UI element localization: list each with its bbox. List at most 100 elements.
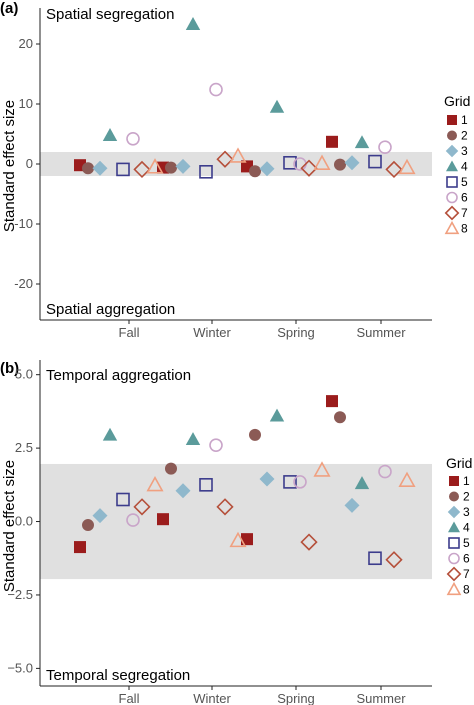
legend-key-grid-3 bbox=[445, 144, 459, 158]
y-tick-label: 20 bbox=[19, 36, 33, 51]
panel-a-top-annotation: Spatial segregation bbox=[46, 6, 174, 23]
panel-b-point-grid-5 bbox=[283, 475, 297, 489]
legend-label: 7 bbox=[461, 206, 468, 220]
panel-a-point-grid-4 bbox=[185, 17, 201, 30]
panel-b-point-grid-8 bbox=[146, 475, 164, 492]
panel-a-point-grid-2 bbox=[334, 158, 346, 171]
legend-key-grid-5 bbox=[448, 537, 460, 549]
panel-b-points bbox=[74, 395, 416, 569]
legend-key-grid-4 bbox=[448, 521, 460, 533]
panel-a-point-grid-5 bbox=[368, 154, 382, 169]
panel-b-point-grid-8 bbox=[398, 471, 416, 487]
legend-label: 8 bbox=[461, 222, 468, 236]
panel-b-x-ticks: Fall Winter Spring Summer bbox=[119, 686, 406, 705]
panel-b-bottom-annotation: Temporal segregation bbox=[46, 667, 190, 684]
panel-b-point-grid-7 bbox=[300, 533, 318, 551]
legend-label: 4 bbox=[461, 160, 468, 174]
panel-b-null-band bbox=[40, 463, 432, 580]
x-tick-label: Spring bbox=[277, 325, 315, 340]
panel-b-point-grid-4 bbox=[269, 408, 285, 422]
legend-key-grid-7 bbox=[446, 566, 462, 582]
legend-key-grid-2 bbox=[447, 130, 457, 141]
legend-key-grid-8 bbox=[446, 581, 462, 596]
panel-b-point-grid-3 bbox=[344, 497, 360, 513]
panel-b-legend: Grid 1 23 45 67 8 bbox=[446, 455, 472, 597]
panel-b: (b) Temporal aggregation Temporal segreg… bbox=[0, 360, 472, 705]
panel-a-point-grid-1 bbox=[326, 135, 338, 148]
legend-key-grid-1 bbox=[447, 115, 457, 125]
panel-a-point-grid-7 bbox=[300, 159, 318, 177]
panel-a-point-grid-5 bbox=[283, 156, 297, 170]
y-tick-label: 0 bbox=[26, 156, 33, 171]
panel-b-point-grid-4 bbox=[102, 427, 118, 441]
panel-b-point-grid-7 bbox=[385, 551, 403, 569]
panel-a-x-ticks: Fall Winter Spring Summer bbox=[119, 320, 406, 340]
panel-b-point-grid-8 bbox=[229, 531, 247, 548]
panel-b-point-grid-5 bbox=[368, 551, 382, 566]
legend-label: 3 bbox=[463, 505, 470, 519]
panel-a-point-grid-5 bbox=[199, 165, 213, 179]
legend-key-grid-7 bbox=[444, 205, 460, 221]
x-tick-label: Summer bbox=[356, 325, 406, 340]
panel-a-legend: Grid 1 23 45 67 8 bbox=[444, 93, 470, 236]
panel-a-point-grid-2 bbox=[249, 165, 261, 178]
legend-label: 5 bbox=[461, 175, 468, 189]
panel-b-point-grid-7 bbox=[133, 498, 151, 516]
panel-a-point-grid-8 bbox=[313, 154, 331, 170]
panel-b-point-grid-2 bbox=[165, 462, 177, 475]
panel-b-point-grid-2 bbox=[82, 519, 94, 532]
panel-a-point-grid-3 bbox=[92, 160, 108, 176]
panel-a-point-grid-5 bbox=[116, 162, 130, 177]
x-tick-label: Fall bbox=[119, 691, 140, 705]
y-tick-label: −5.0 bbox=[7, 660, 33, 675]
panel-b-point-grid-2 bbox=[334, 411, 346, 424]
y-tick-label: 0.0 bbox=[15, 514, 33, 529]
y-tick-label: -20 bbox=[14, 276, 33, 291]
panel-b-point-grid-8 bbox=[313, 461, 331, 477]
panel-a-point-grid-6 bbox=[378, 140, 392, 154]
panel-b-point-grid-6 bbox=[293, 475, 307, 489]
y-tick-label: 2.5 bbox=[15, 440, 33, 455]
panel-b-point-grid-1 bbox=[241, 533, 253, 546]
legend-key-grid-1 bbox=[449, 476, 459, 486]
panel-a-point-grid-3 bbox=[259, 161, 275, 177]
panel-a-bottom-annotation: Spatial aggregation bbox=[46, 301, 175, 318]
panel-a-point-grid-4 bbox=[269, 99, 285, 113]
legend-key-grid-4 bbox=[446, 160, 458, 172]
panel-a-point-grid-7 bbox=[216, 150, 234, 168]
y-tick-label: -10 bbox=[14, 216, 33, 231]
panel-a-y-ticks: -20 -10 0 10 20 bbox=[14, 36, 40, 291]
x-tick-label: Fall bbox=[119, 325, 140, 340]
panel-b-point-grid-5 bbox=[116, 492, 130, 507]
legend-label: 1 bbox=[461, 113, 468, 127]
panel-a-point-grid-8 bbox=[146, 158, 164, 174]
legend-label: 8 bbox=[463, 583, 470, 597]
panel-b-point-grid-7 bbox=[216, 498, 234, 516]
panel-b-point-grid-4 bbox=[354, 476, 370, 490]
legend-key-grid-5 bbox=[446, 176, 458, 188]
panel-a-null-band bbox=[40, 152, 432, 176]
panel-b-point-grid-6 bbox=[209, 438, 223, 452]
panel-a-point-grid-6 bbox=[209, 82, 223, 97]
legend-key-grid-6 bbox=[446, 191, 458, 204]
panel-a-point-grid-4 bbox=[354, 135, 370, 149]
legend-label: 2 bbox=[461, 129, 468, 143]
panel-b-point-grid-3 bbox=[175, 483, 191, 499]
panel-b-point-grid-5 bbox=[199, 478, 213, 492]
panel-a-point-grid-3 bbox=[175, 158, 191, 174]
panel-a-point-grid-6 bbox=[126, 132, 140, 146]
panel-a: (a) Spatial segregation Spatial aggregat… bbox=[0, 0, 470, 340]
legend-key-grid-8 bbox=[444, 220, 460, 235]
panel-a-point-grid-8 bbox=[398, 158, 416, 175]
legend-label: 2 bbox=[463, 490, 470, 504]
legend-label: 5 bbox=[463, 536, 470, 550]
panel-b-legend-title: Grid bbox=[446, 455, 472, 471]
panel-b-point-grid-3 bbox=[92, 508, 108, 524]
legend-key-grid-6 bbox=[448, 552, 460, 565]
panel-b-point-grid-1 bbox=[74, 541, 86, 554]
panel-a-legend-title: Grid bbox=[444, 93, 470, 109]
panel-a-point-grid-7 bbox=[133, 160, 151, 179]
panel-b-point-grid-6 bbox=[378, 464, 392, 479]
legend-label: 6 bbox=[461, 191, 468, 205]
